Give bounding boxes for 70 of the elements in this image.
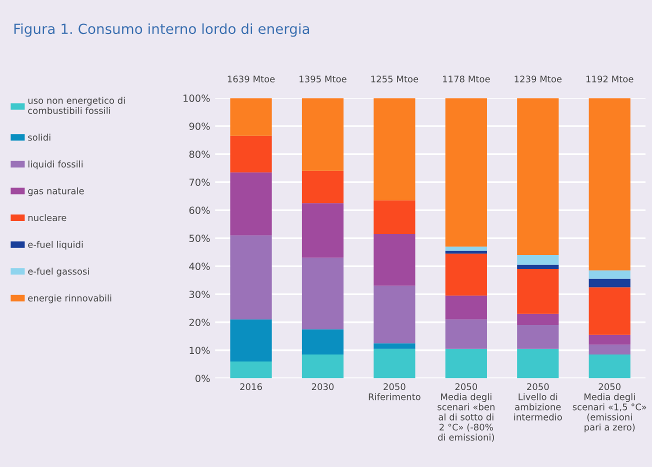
bar (302, 258, 344, 330)
y-tick-label: 10% (190, 346, 210, 354)
bar (374, 348, 416, 378)
annotation: 1639 Mtoe (228, 76, 275, 82)
bar (230, 361, 272, 378)
annotation: 1239 Mtoe (514, 76, 562, 82)
legend-label: energie rinnovabili (28, 294, 112, 304)
bar (517, 98, 559, 255)
bar (517, 268, 559, 314)
legend-label: nucleare (28, 214, 66, 222)
bar (445, 319, 487, 349)
bar (374, 286, 416, 344)
x-tick-label: 2050 Riferimento (368, 383, 420, 400)
x-tick-label: 2050 Media degli scenari «ben al di sotto di 2 °C» (-80% di emissioni) (438, 383, 494, 442)
annotation: 1395 Mtoe (300, 76, 346, 82)
bar (445, 246, 487, 251)
bar (588, 334, 630, 345)
y-tick-label: 60% (189, 206, 210, 214)
bar (517, 254, 559, 265)
bar (302, 170, 344, 204)
legend-label: gas naturale (28, 187, 84, 196)
bar (445, 98, 487, 247)
bar (374, 200, 416, 234)
bar (374, 234, 416, 286)
bar (374, 343, 416, 349)
bar (302, 98, 344, 171)
bar (230, 235, 272, 320)
bar (302, 354, 344, 378)
bar (445, 254, 487, 296)
x-tick-label: 2050 Livello di ambizione intermedio (514, 383, 562, 420)
bar (230, 136, 272, 172)
bar (302, 203, 344, 258)
bar (588, 354, 630, 378)
y-tick-label: 20% (189, 318, 210, 326)
bar (230, 172, 272, 236)
bar (588, 344, 630, 354)
bar (588, 287, 630, 335)
legend-label: e-fuel gassosi (28, 268, 89, 276)
bar (588, 98, 630, 270)
annotation: 1192 Mtoe (586, 76, 634, 82)
legend-label: liquidi fossili (28, 160, 83, 170)
x-tick-label: 2016 (240, 383, 262, 390)
y-tick-label: 90% (189, 122, 210, 130)
bar (517, 348, 559, 378)
y-tick-label: 80% (189, 150, 210, 158)
legend-label: solidi (28, 134, 50, 141)
chart-title: Figura 1. Consumo interno lordo di energia (14, 23, 310, 37)
annotation: 1178 Mtoe (443, 76, 490, 82)
bar (517, 264, 559, 269)
y-tick-label: 70% (189, 178, 210, 186)
bar (374, 98, 416, 200)
y-tick-label: 50% (189, 234, 210, 242)
bar (230, 98, 272, 136)
y-tick-label: 0% (196, 374, 210, 382)
bar (588, 270, 630, 279)
y-tick-label: 40% (189, 262, 210, 270)
bar (445, 348, 487, 378)
bar (588, 278, 630, 288)
y-tick-label: 30% (189, 290, 210, 298)
x-tick-label: 2050 Media degli scenari «1,5 °C» (emissioni pari a zero) (572, 383, 646, 432)
annotation: 1255 Mtoe (371, 76, 418, 82)
y-tick-label: 100% (184, 94, 210, 102)
bar (445, 296, 487, 320)
bar (517, 314, 559, 326)
bar (302, 329, 344, 354)
legend-label: uso non energetico di combustibili fossili (28, 96, 125, 114)
legend-label: e-fuel liquidi (28, 240, 83, 250)
bar (517, 325, 559, 349)
x-tick-label: 2030 (312, 383, 334, 390)
bar (230, 319, 272, 362)
